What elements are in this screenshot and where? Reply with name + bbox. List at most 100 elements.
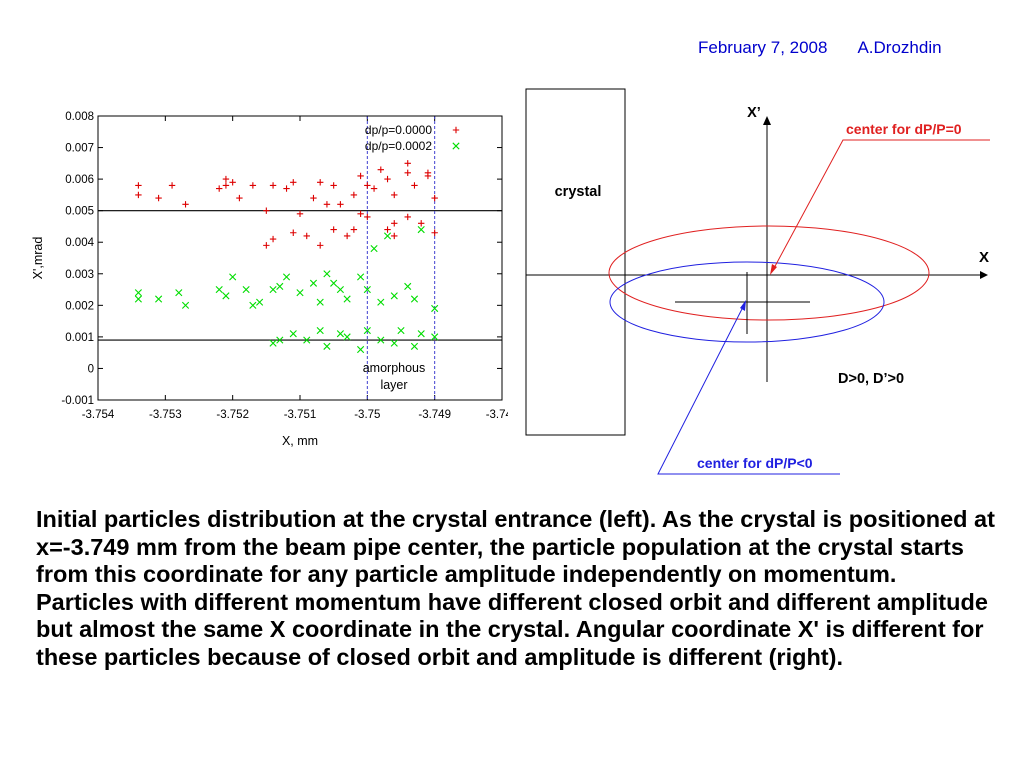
data-point-series-1 xyxy=(283,185,290,192)
data-point-series-1 xyxy=(317,242,324,249)
header-date: February 7, 2008 xyxy=(698,38,828,57)
crystal-label: crystal xyxy=(555,184,602,200)
y-tick-label: 0.004 xyxy=(65,237,94,249)
legend-marker-series-2 xyxy=(452,142,460,150)
data-point-series-1 xyxy=(343,232,351,240)
data-point-series-2 xyxy=(276,282,284,290)
data-point-series-1 xyxy=(216,185,223,192)
data-point-series-1 xyxy=(391,191,398,199)
data-point-series-2 xyxy=(357,273,365,281)
plot-frame xyxy=(97,115,503,401)
ellipse-dp0 xyxy=(608,225,930,321)
data-point-series-1 xyxy=(303,232,310,240)
x-axis-letter: X xyxy=(979,249,989,266)
data-point-series-2 xyxy=(316,326,324,335)
y-tick-label: 0.005 xyxy=(65,206,94,218)
x-tick-label: -3.748 xyxy=(486,409,508,421)
condition-label: D>0, D’>0 xyxy=(838,371,904,387)
scatter-chart: -0.001 0 0.001 0.002 0.003 0.004 0.005 0.006 0.0… xyxy=(31,111,508,448)
data-point-series-2 xyxy=(215,285,223,294)
data-point-series-2 xyxy=(289,330,297,338)
data-point-series-1 xyxy=(135,182,142,189)
x-tick-label: -3.749 xyxy=(418,409,451,421)
legend-marker-series-1 xyxy=(452,126,460,134)
xprime-axis-letter: X’ xyxy=(747,105,761,121)
data-point-series-2 xyxy=(397,326,405,335)
orbit-diagram: crystal X X’ center for dP/P=0 center fo… xyxy=(525,88,990,475)
data-point-series-2 xyxy=(336,330,344,338)
data-point-series-2 xyxy=(269,285,277,294)
data-point-series-1 xyxy=(317,179,324,186)
data-point-series-1 xyxy=(263,207,270,214)
data-point-series-2 xyxy=(383,232,392,240)
data-point-series-1 xyxy=(222,182,230,189)
callout-line-dp0 xyxy=(772,139,990,271)
data-point-series-2 xyxy=(296,289,304,297)
y-tick-label: 0.006 xyxy=(65,174,94,186)
data-point-series-1 xyxy=(357,210,364,218)
data-point-series-2 xyxy=(404,282,412,290)
chart-legend: dp/p=0.0000 dp/p=0.0002 xyxy=(365,123,460,153)
x-tick-label: -3.75 xyxy=(354,409,380,421)
data-point-series-1 xyxy=(236,194,243,202)
data-point-series-2 xyxy=(363,285,371,294)
legend-label-series-2: dp/p=0.0002 xyxy=(365,139,432,153)
data-point-series-1 xyxy=(384,175,391,183)
legend-label-series-1: dp/p=0.0000 xyxy=(365,123,432,137)
y-axis-label: X',mrad xyxy=(31,237,45,280)
data-point-series-2 xyxy=(222,292,230,300)
data-point-series-1 xyxy=(296,210,304,218)
data-point-series-1 xyxy=(364,182,371,189)
x-tick-label: -3.754 xyxy=(82,409,115,421)
data-point-series-1 xyxy=(168,182,176,189)
data-point-series-2 xyxy=(323,270,331,278)
header-author: A.Drozhdin xyxy=(857,38,942,57)
data-point-series-2 xyxy=(269,339,277,347)
data-point-series-2 xyxy=(336,285,344,294)
callout-line-dp-negative xyxy=(657,304,840,475)
data-point-series-1 xyxy=(411,182,418,189)
data-point-series-2 xyxy=(155,295,163,303)
y-tick-label: 0.002 xyxy=(65,300,94,312)
data-point-series-2 xyxy=(370,244,378,253)
xprime-axis-arrow xyxy=(763,116,771,125)
data-point-series-1 xyxy=(364,213,371,221)
y-tick-label: 0.008 xyxy=(65,111,94,123)
data-point-series-2 xyxy=(175,289,183,297)
data-point-series-1 xyxy=(391,232,398,240)
data-point-series-1 xyxy=(310,194,317,202)
data-point-series-2 xyxy=(282,273,291,281)
data-point-series-1 xyxy=(269,235,277,243)
data-point-series-1 xyxy=(155,194,162,202)
data-point-series-2 xyxy=(256,298,264,306)
slide-header: February 7, 2008 A.Drozhdin xyxy=(698,38,942,58)
data-points xyxy=(134,160,439,354)
tick-labels: -0.001 0 0.001 0.002 0.003 0.004 0.005 0.006 0.0… xyxy=(61,111,508,421)
data-point-series-2 xyxy=(417,330,425,338)
data-point-series-2 xyxy=(343,295,351,303)
y-tick-label: 0.003 xyxy=(65,269,94,281)
callout-arrow-dp0 xyxy=(770,264,777,275)
data-point-series-2 xyxy=(134,289,142,297)
reference-lines xyxy=(98,116,502,400)
data-point-series-1 xyxy=(269,182,277,189)
data-point-series-2 xyxy=(377,336,385,344)
data-point-series-2 xyxy=(410,342,419,350)
legend-marker-glyph-1 xyxy=(452,126,460,134)
data-point-series-1 xyxy=(290,179,297,186)
data-point-series-1 xyxy=(263,242,270,249)
data-point-series-2 xyxy=(390,292,398,300)
data-point-series-1 xyxy=(350,226,358,233)
data-point-series-1 xyxy=(323,201,331,208)
callout-arrow-dp-negative xyxy=(740,300,746,311)
data-point-series-1 xyxy=(370,185,378,192)
label-center-dp-negative: center for dP/P<0 xyxy=(697,455,813,471)
data-point-series-2 xyxy=(431,333,439,341)
data-point-series-1 xyxy=(222,175,230,183)
data-point-series-2 xyxy=(390,339,398,347)
annotation-line-1: amorphous xyxy=(363,361,426,375)
data-point-series-1 xyxy=(330,226,337,233)
ellipse-dp-negative xyxy=(609,261,885,343)
annotation-line-2: layer xyxy=(380,378,407,392)
data-point-series-1 xyxy=(404,213,411,221)
